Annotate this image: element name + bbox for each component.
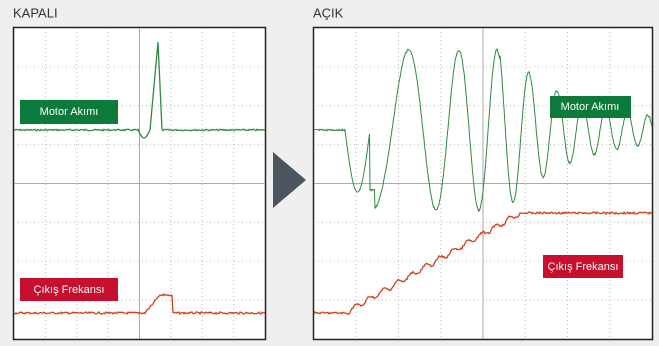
panel-title: AÇIK	[313, 5, 344, 20]
panel-title: KAPALI	[13, 5, 58, 20]
frequency-label: Çıkış Frekansı	[34, 284, 105, 296]
figure: KAPALI AÇIK Motor Akımı Çıkış Frekansı M…	[0, 0, 659, 346]
current-label: Motor Akımı	[40, 106, 99, 118]
arrow	[273, 152, 306, 208]
current-label: Motor Akımı	[561, 101, 620, 113]
scope-figure: KAPALI AÇIK Motor Akımı Çıkış Frekansı M…	[0, 0, 659, 346]
frequency-label: Çıkış Frekansı	[548, 261, 619, 273]
